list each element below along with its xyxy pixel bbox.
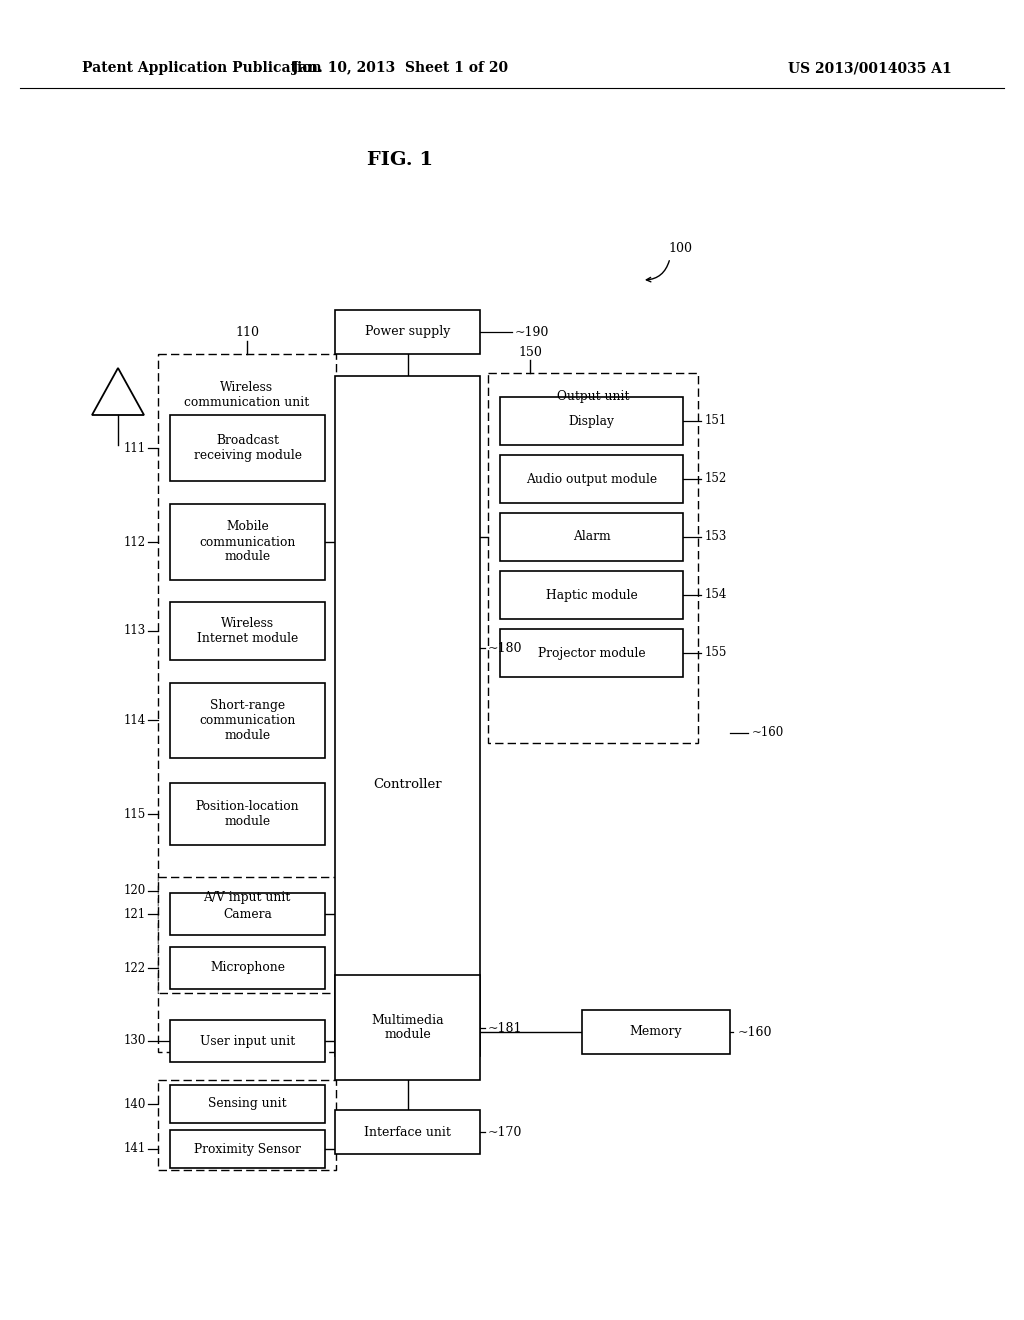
Bar bbox=[170, 783, 325, 845]
Bar bbox=[158, 1080, 336, 1170]
Text: 153: 153 bbox=[705, 531, 727, 544]
Text: 155: 155 bbox=[705, 647, 727, 660]
Text: 140: 140 bbox=[124, 1097, 146, 1110]
Text: Jan. 10, 2013  Sheet 1 of 20: Jan. 10, 2013 Sheet 1 of 20 bbox=[292, 61, 508, 75]
Text: 110: 110 bbox=[234, 326, 259, 339]
Text: 154: 154 bbox=[705, 589, 727, 602]
Text: Microphone: Microphone bbox=[210, 961, 285, 974]
Text: 112: 112 bbox=[124, 536, 146, 549]
Text: A/V input unit: A/V input unit bbox=[204, 891, 291, 904]
Bar bbox=[170, 602, 325, 660]
Text: 151: 151 bbox=[705, 414, 727, 428]
Text: Controller: Controller bbox=[373, 777, 441, 791]
Text: FIG. 1: FIG. 1 bbox=[367, 150, 433, 169]
Text: 113: 113 bbox=[124, 624, 146, 638]
Text: Display: Display bbox=[568, 414, 614, 428]
Text: 152: 152 bbox=[705, 473, 727, 486]
Bar bbox=[158, 354, 336, 1052]
Bar bbox=[158, 876, 336, 993]
Text: User input unit: User input unit bbox=[200, 1035, 295, 1048]
Bar bbox=[170, 946, 325, 989]
Text: Alarm: Alarm bbox=[572, 531, 610, 544]
Text: Interface unit: Interface unit bbox=[365, 1126, 451, 1138]
Text: ~170: ~170 bbox=[488, 1126, 522, 1138]
Bar bbox=[335, 376, 480, 1056]
Bar bbox=[170, 894, 325, 935]
Bar bbox=[500, 572, 683, 619]
Text: Camera: Camera bbox=[223, 908, 272, 920]
Text: ~160: ~160 bbox=[738, 1026, 772, 1039]
Text: Audio output module: Audio output module bbox=[526, 473, 657, 486]
Text: US 2013/0014035 A1: US 2013/0014035 A1 bbox=[788, 61, 952, 75]
Text: Haptic module: Haptic module bbox=[546, 589, 637, 602]
Text: Wireless
Internet module: Wireless Internet module bbox=[197, 616, 298, 645]
Text: ~180: ~180 bbox=[488, 642, 522, 655]
Text: 100: 100 bbox=[668, 242, 692, 255]
Text: ~160: ~160 bbox=[752, 726, 784, 739]
Text: 114: 114 bbox=[124, 714, 146, 726]
FancyArrowPatch shape bbox=[646, 260, 670, 282]
Text: Sensing unit: Sensing unit bbox=[208, 1097, 287, 1110]
Text: 150: 150 bbox=[518, 346, 542, 359]
Text: 111: 111 bbox=[124, 441, 146, 454]
Bar bbox=[170, 682, 325, 758]
Bar bbox=[582, 1010, 730, 1053]
Text: Broadcast
receiving module: Broadcast receiving module bbox=[194, 434, 301, 462]
Text: Position-location
module: Position-location module bbox=[196, 800, 299, 828]
Text: Projector module: Projector module bbox=[538, 647, 645, 660]
Text: ~190: ~190 bbox=[515, 326, 549, 338]
Text: Power supply: Power supply bbox=[365, 326, 451, 338]
Bar bbox=[170, 504, 325, 579]
Bar bbox=[170, 1130, 325, 1168]
Bar bbox=[335, 310, 480, 354]
Text: 121: 121 bbox=[124, 908, 146, 920]
Bar bbox=[170, 1020, 325, 1063]
Bar bbox=[500, 630, 683, 677]
Text: 122: 122 bbox=[124, 961, 146, 974]
Bar bbox=[488, 374, 698, 743]
Bar bbox=[500, 513, 683, 561]
Text: Mobile
communication
module: Mobile communication module bbox=[200, 520, 296, 564]
Bar bbox=[500, 455, 683, 503]
Text: Multimedia
module: Multimedia module bbox=[371, 1014, 443, 1041]
Text: Output unit: Output unit bbox=[557, 389, 630, 403]
Text: Memory: Memory bbox=[630, 1026, 682, 1039]
Text: 130: 130 bbox=[124, 1035, 146, 1048]
Bar bbox=[335, 1110, 480, 1154]
Text: Wireless
communication unit: Wireless communication unit bbox=[184, 381, 309, 409]
Text: 120: 120 bbox=[124, 884, 146, 898]
Text: 141: 141 bbox=[124, 1143, 146, 1155]
Text: Patent Application Publication: Patent Application Publication bbox=[82, 61, 322, 75]
Bar bbox=[335, 975, 480, 1080]
Bar bbox=[170, 414, 325, 480]
Text: Proximity Sensor: Proximity Sensor bbox=[195, 1143, 301, 1155]
Bar bbox=[500, 397, 683, 445]
Bar bbox=[170, 1085, 325, 1123]
Text: ~181: ~181 bbox=[488, 1022, 522, 1035]
Text: 115: 115 bbox=[124, 808, 146, 821]
Text: Short-range
communication
module: Short-range communication module bbox=[200, 700, 296, 742]
